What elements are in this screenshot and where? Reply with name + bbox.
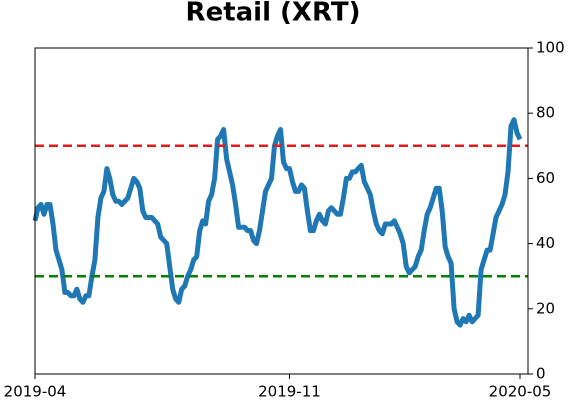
x-tick-label: 2020-05 [489, 383, 552, 401]
x-tick-label: 2019-11 [258, 383, 321, 401]
y-tick-label: 0 [536, 365, 546, 383]
y-tick-label: 20 [536, 299, 555, 317]
data-line [32, 117, 523, 328]
y-tick-label: 40 [536, 234, 555, 252]
y-tick-label: 60 [536, 169, 555, 187]
y-tick-label: 80 [536, 104, 555, 122]
chart-title: Retail (XRT) [186, 0, 361, 28]
plot-frame [34, 47, 529, 375]
y-tick-label: 100 [536, 39, 565, 57]
x-tick-label: 2019-04 [4, 383, 67, 401]
